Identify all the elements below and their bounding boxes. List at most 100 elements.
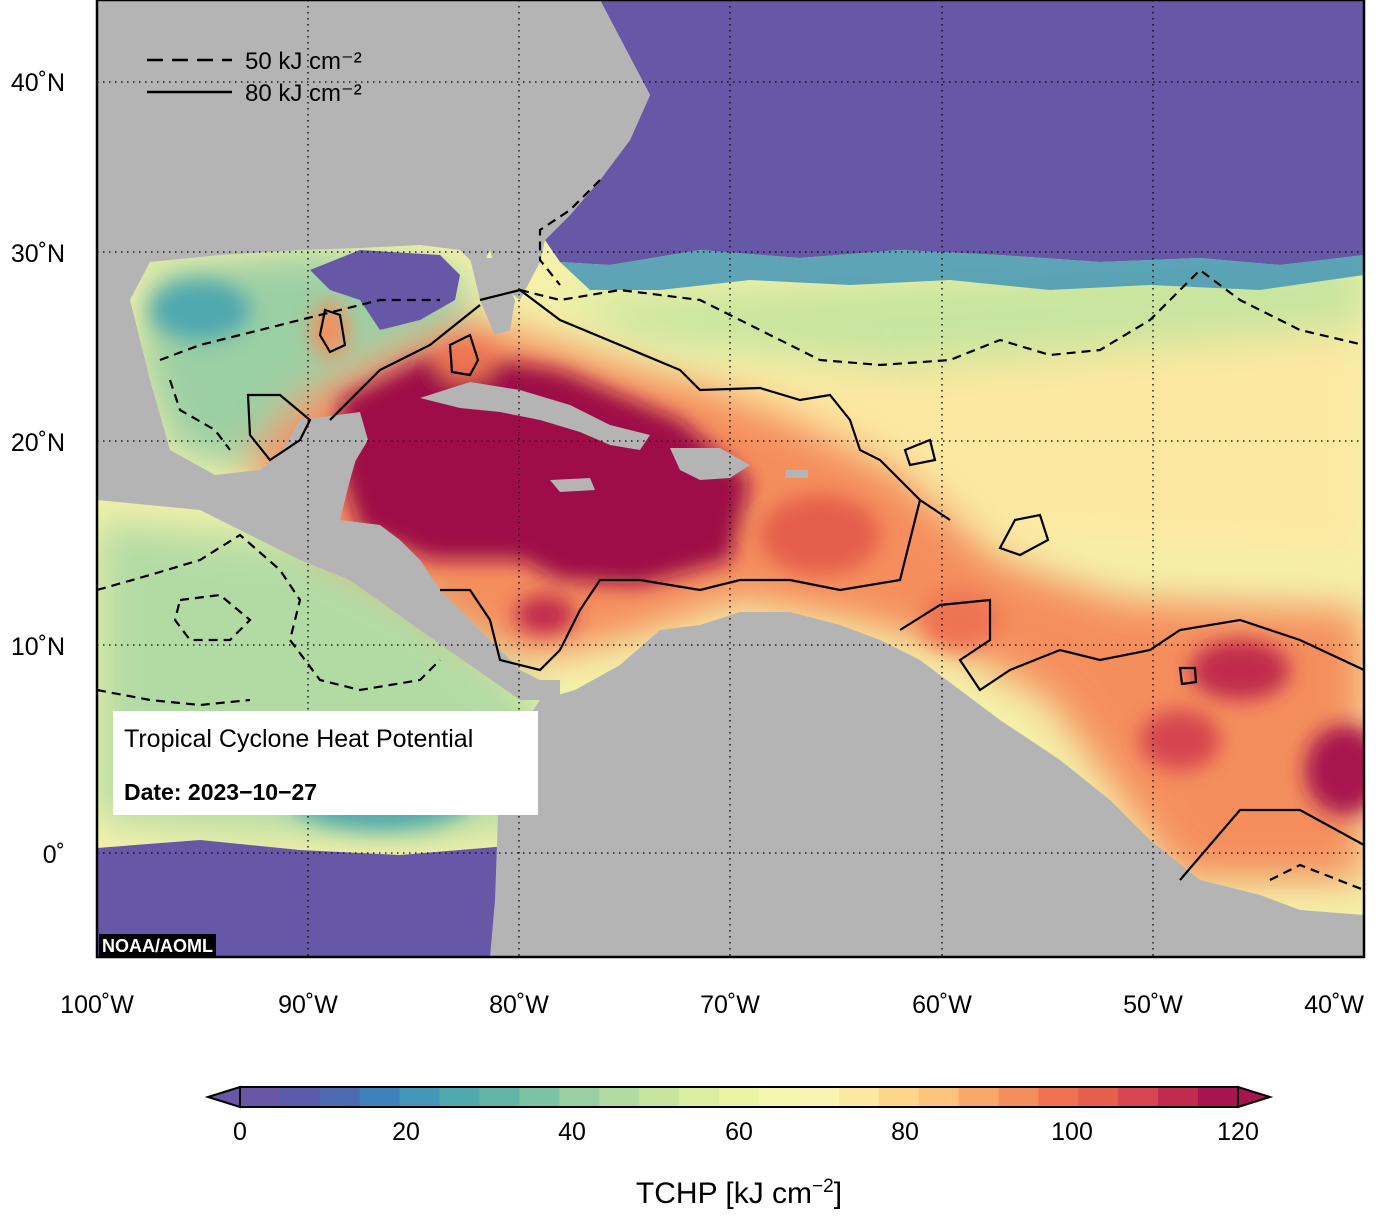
lon-tick-80w: 80˚W — [489, 991, 549, 1019]
map-panel: 50 kJ cm⁻² 80 kJ cm⁻² — [97, 0, 1364, 957]
contour-80-small-2 — [998, 513, 1050, 557]
yucatan-peninsula — [300, 412, 368, 470]
lat-tick-40n: 40˚N — [11, 69, 65, 97]
cold-gulf-north — [310, 250, 460, 330]
colorbar-title-exponent: −2 — [812, 1176, 834, 1197]
colorbar-segment — [758, 1087, 800, 1107]
colorbar-segment — [639, 1087, 680, 1107]
gridlines — [97, 0, 1364, 957]
lon-tick-70w: 70˚W — [700, 991, 760, 1019]
legend-80-label: 80 kJ cm⁻² — [245, 80, 362, 107]
jamaica — [550, 478, 595, 492]
lat-tick-10n: 10˚N — [11, 633, 65, 661]
colorbar-segment — [399, 1087, 441, 1107]
colorbar-segment — [998, 1087, 1039, 1107]
map-title: Tropical Cyclone Heat Potential — [124, 725, 474, 753]
hot-spot-gulf-1 — [435, 338, 495, 382]
map-frame — [95, 0, 1366, 959]
contour-50-gulf — [159, 298, 440, 451]
warm-band-atlantic — [700, 330, 1364, 560]
land — [97, 0, 1364, 957]
colorbar-segment — [479, 1087, 521, 1107]
colorbar-segment — [359, 1087, 401, 1107]
cbar-tick-40: 40 — [558, 1118, 586, 1146]
contour-80-gulf-west — [318, 308, 347, 354]
colorbar-segment — [798, 1087, 840, 1107]
colorbar-segment — [279, 1087, 321, 1107]
lat-tick-0: 0˚ — [43, 841, 65, 869]
colorbar: 0 20 40 60 80 100 120 — [204, 1085, 1274, 1146]
south-america-land — [490, 612, 1364, 957]
colorbar-segment — [559, 1087, 600, 1107]
lat-labels: 40˚N 30˚N 20˚N 10˚N 0˚ — [11, 69, 65, 869]
contour-80-yucatan — [246, 393, 312, 462]
cbar-tick-80: 80 — [891, 1118, 919, 1146]
colorbar-max-arrow — [1237, 1085, 1274, 1109]
colorbar-min-arrow — [204, 1085, 241, 1109]
colorbar-tick-labels: 0 20 40 60 80 100 120 — [233, 1118, 1259, 1146]
cool-pool-gulf — [150, 280, 250, 340]
colorbar-title-suffix: ] — [833, 1177, 843, 1210]
hot-spot-atl-1 — [1190, 640, 1290, 700]
contour-80-gulf-loop — [448, 333, 480, 377]
cuba — [420, 382, 650, 450]
contour-50-south-atl — [1269, 863, 1364, 892]
colorbar-segment — [319, 1087, 361, 1107]
colorbar-title: TCHP [kJ cm−2] — [0, 1176, 1400, 1211]
hot-spot-atl-3 — [1140, 710, 1220, 770]
warm-spot-lesser-antilles — [760, 495, 880, 575]
colorbar-segment — [679, 1087, 720, 1107]
contour-50-coast — [538, 179, 601, 286]
cold-north-atlantic — [545, 0, 1364, 265]
cold-band-edge — [560, 250, 1364, 290]
contour-80-caribbean — [329, 288, 951, 672]
north-america-land — [97, 0, 650, 700]
lon-tick-100w: 100˚W — [60, 991, 134, 1019]
colorbar-frame — [239, 1086, 1239, 1108]
colorbar-segments — [240, 1087, 1239, 1107]
cbar-tick-120: 120 — [1217, 1118, 1259, 1146]
colorbar-segment — [878, 1087, 920, 1107]
cbar-tick-20: 20 — [392, 1118, 420, 1146]
colorbar-segment — [1118, 1087, 1159, 1107]
contours — [97, 179, 1364, 892]
lon-tick-50w: 50˚W — [1123, 991, 1183, 1019]
contour-80-small-3 — [1178, 666, 1198, 686]
colorbar-segment — [1078, 1087, 1119, 1107]
contour-50-north — [519, 268, 1364, 367]
lat-tick-30n: 30˚N — [11, 240, 65, 268]
lon-tick-60w: 60˚W — [912, 991, 972, 1019]
colorbar-title-text: TCHP [kJ cm — [635, 1177, 813, 1210]
lon-tick-40w: 40˚W — [1304, 991, 1364, 1019]
contour-80-small-1 — [903, 438, 937, 467]
credit-label: NOAA/AOML — [99, 934, 216, 958]
cbar-tick-0: 0 — [233, 1118, 247, 1146]
puerto-rico — [785, 470, 808, 478]
contour-80-atlantic — [899, 598, 1364, 881]
cbar-tick-100: 100 — [1051, 1118, 1093, 1146]
colorbar-segment — [1038, 1087, 1079, 1107]
lat-tick-20n: 20˚N — [11, 429, 65, 457]
lon-tick-90w: 90˚W — [278, 991, 338, 1019]
hot-spot-atl-2 — [1305, 725, 1364, 815]
colorbar-segment — [240, 1087, 281, 1107]
caribbean-core — [340, 350, 750, 585]
contour-50-pacific — [97, 533, 441, 707]
cold-pacific-south — [97, 840, 520, 957]
colorbar-segment — [439, 1087, 481, 1107]
hot-spot-gulf-2 — [312, 302, 348, 358]
colorbar-segment — [838, 1087, 880, 1107]
lon-labels: 100˚W 90˚W 80˚W 70˚W 60˚W 50˚W 40˚W — [60, 991, 1364, 1019]
colorbar-segment — [719, 1087, 760, 1107]
contour-legend: 50 kJ cm⁻² 80 kJ cm⁻² — [147, 48, 362, 107]
colorbar-segment — [1198, 1087, 1239, 1107]
info-box: Tropical Cyclone Heat Potential Date: 20… — [113, 711, 538, 815]
hot-spot-south-carib — [515, 595, 575, 635]
colorbar-segment — [599, 1087, 640, 1107]
colorbar-segment — [1158, 1087, 1199, 1107]
colorbar-segment — [519, 1087, 560, 1107]
legend-50-label: 50 kJ cm⁻² — [245, 48, 362, 75]
colorbar-segment — [918, 1087, 960, 1107]
cbar-tick-60: 60 — [725, 1118, 753, 1146]
